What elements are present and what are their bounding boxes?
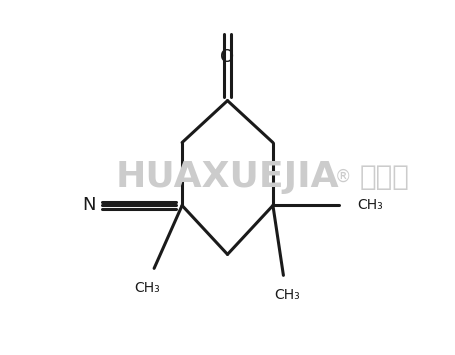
Text: CH₃: CH₃ xyxy=(358,198,383,212)
Text: 化学加: 化学加 xyxy=(359,164,410,191)
Text: N: N xyxy=(82,196,96,214)
Text: CH₃: CH₃ xyxy=(274,288,300,302)
Text: CH₃: CH₃ xyxy=(134,280,160,295)
Text: HUAXUEJIA: HUAXUEJIA xyxy=(116,160,339,195)
Text: O: O xyxy=(220,48,235,66)
Text: ®: ® xyxy=(334,168,351,185)
